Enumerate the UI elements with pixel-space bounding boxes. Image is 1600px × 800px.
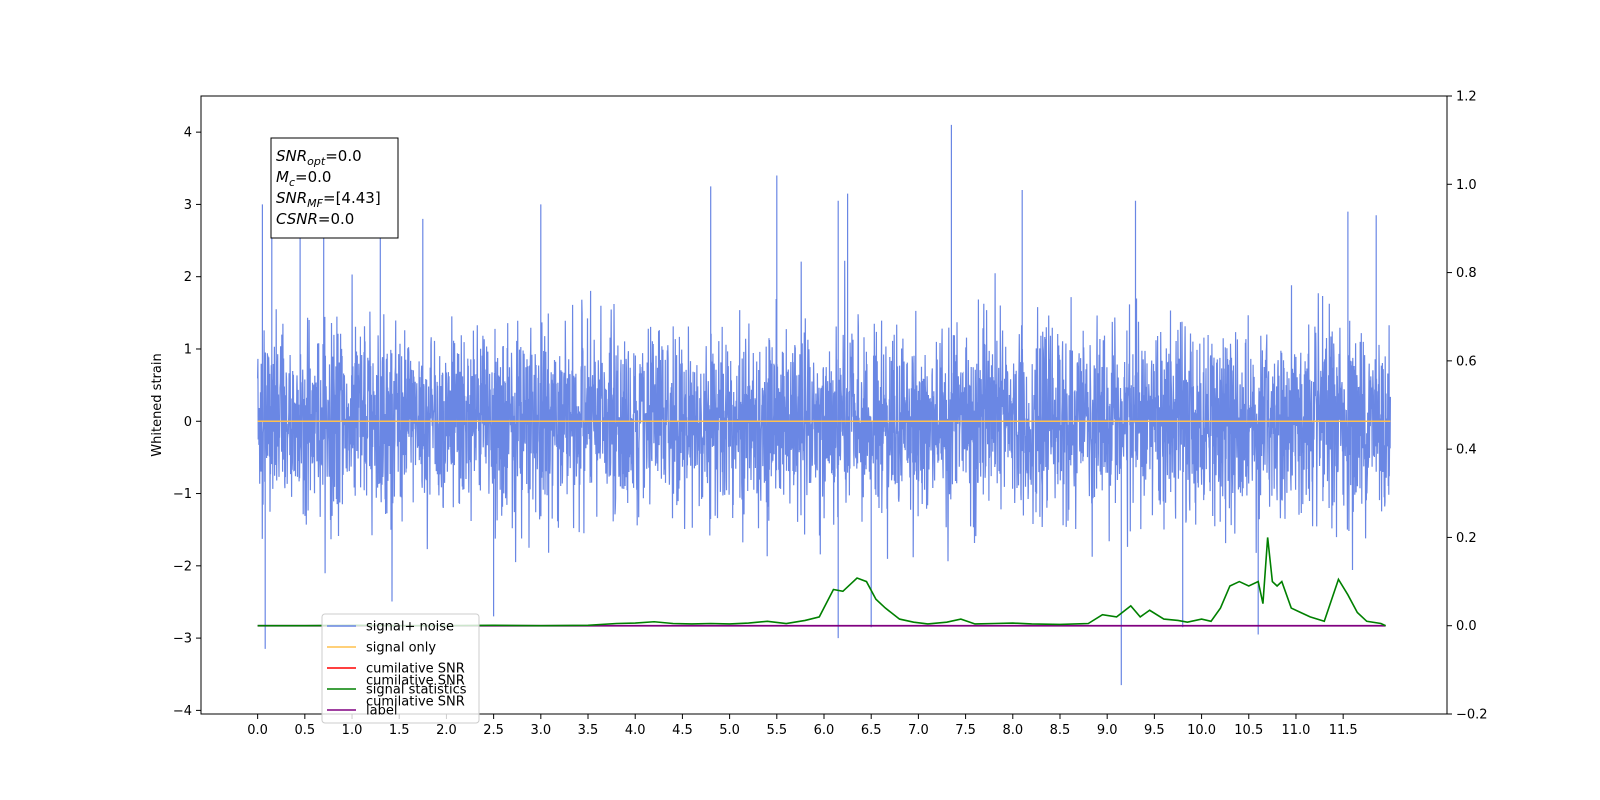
- x-tick-label: 6.5: [861, 723, 882, 738]
- y2-tick-label: 0.6: [1456, 354, 1477, 369]
- x-tick-label: 11.5: [1329, 723, 1358, 738]
- csnr-text: CSNR=0.0: [276, 210, 354, 228]
- x-tick-label: 5.5: [766, 723, 787, 738]
- axes: 0.0 0.5 1.0 1.5 2.0 2.5 3.0 3.5 4.0 4.5 5.0 5.5 6.0 6…: [150, 90, 1488, 739]
- y-tick-label: 0: [184, 415, 192, 430]
- legend-box: [321, 613, 480, 724]
- x-tick-label: 4.5: [672, 723, 693, 738]
- y-tick-label: 4: [184, 126, 192, 141]
- legend-label: signal+ noise: [366, 620, 454, 635]
- y2-tick-label: 0.4: [1456, 443, 1477, 458]
- y2-tick-label: 1.0: [1456, 178, 1477, 193]
- x-tick-label: 10.0: [1187, 723, 1216, 738]
- y-tick-label: 3: [184, 198, 192, 213]
- x-tick-label: 7.5: [955, 723, 976, 738]
- snr-opt-text: SNRopt=0.0: [276, 147, 362, 168]
- plot-area: [257, 124, 1391, 686]
- y-tick-label: −3: [173, 632, 192, 647]
- y-tick-label: 1: [184, 342, 192, 357]
- y2-tick-label: 1.2: [1456, 90, 1477, 105]
- x-tick-label: 4.0: [625, 723, 646, 738]
- x-tick-label: 5.0: [719, 723, 740, 738]
- legend-faded-text: cumilative SNR: [366, 695, 465, 710]
- y2-tick-label: 0.8: [1456, 266, 1477, 281]
- x-tick-label: 0.5: [294, 723, 315, 738]
- y-axis-label: Whitened strain: [150, 353, 165, 456]
- x-tick-label: 8.5: [1050, 723, 1071, 738]
- legend-label: label: [366, 704, 397, 719]
- x-tick-label: 7.0: [908, 723, 929, 738]
- legend-label: cumilative SNR: [366, 662, 465, 677]
- y-tick-label: −2: [173, 559, 192, 574]
- x-tick-label: 1.5: [389, 723, 410, 738]
- legend-faded-text: cumilative SNR: [366, 674, 465, 689]
- series-signal-statistics: [257, 537, 1386, 627]
- x-tick-label: 1.0: [342, 723, 363, 738]
- x-tick-label: 2.5: [483, 723, 504, 738]
- legend-label: signal statistics: [366, 683, 467, 698]
- x-tick-label: 10.5: [1234, 723, 1263, 738]
- x-tick-label: 0.0: [247, 723, 268, 738]
- x-tick-label: 6.0: [814, 723, 835, 738]
- mc-text: Mc=0.0: [276, 168, 331, 189]
- y2-tick-label: 0.0: [1456, 619, 1477, 634]
- legend-label: signal only: [366, 641, 436, 656]
- series-signal-noise: [257, 124, 1391, 686]
- y-tick-label: −4: [173, 704, 192, 719]
- y2-tick-label: −0.2: [1456, 708, 1488, 723]
- x-tick-label: 11.0: [1281, 723, 1310, 738]
- x-tick-label: 3.5: [578, 723, 599, 738]
- y2-tick-label: 0.2: [1456, 531, 1477, 546]
- x-tick-label: 9.0: [1097, 723, 1118, 738]
- y-tick-label: −1: [173, 487, 192, 502]
- snr-mf-text: SNRMF=[4.43]: [276, 189, 381, 210]
- x-tick-label: 9.5: [1144, 723, 1165, 738]
- y-tick-label: 2: [184, 270, 192, 285]
- annotation-box: [270, 137, 399, 239]
- x-tick-label: 8.0: [1002, 723, 1023, 738]
- x-tick-label: 3.0: [530, 723, 551, 738]
- x-tick-label: 2.0: [436, 723, 457, 738]
